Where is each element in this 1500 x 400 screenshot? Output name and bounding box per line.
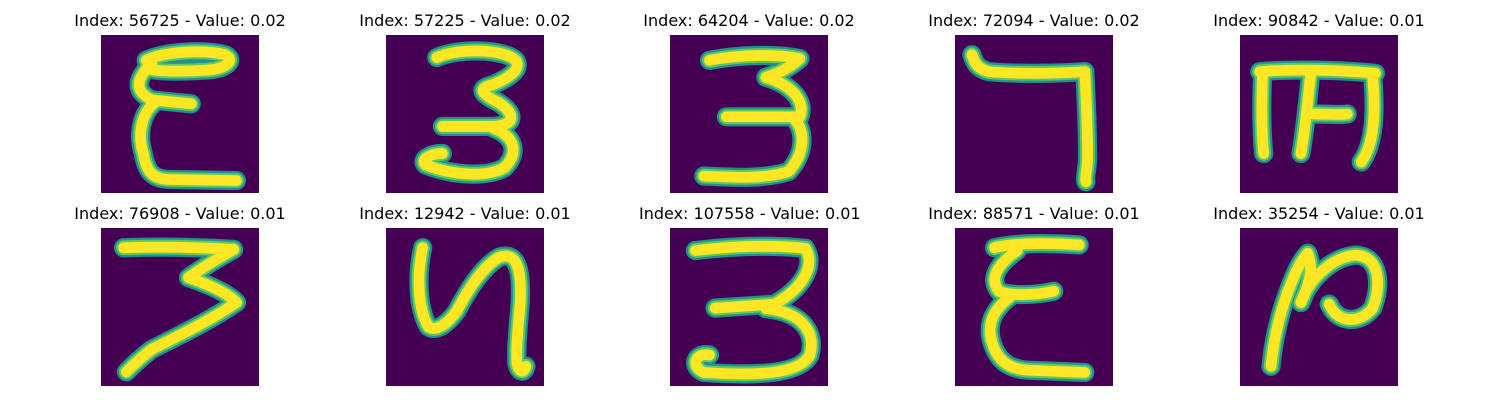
image-panel: Index: 90842 - Value: 0.01	[1209, 11, 1429, 191]
digit-stroke	[695, 246, 805, 250]
panel-title: Index: 76908 - Value: 0.01	[70, 204, 290, 224]
digit-image	[670, 35, 828, 193]
panel-title: Index: 72094 - Value: 0.02	[924, 11, 1144, 31]
digit-image	[1240, 35, 1398, 193]
digit-image	[101, 35, 259, 193]
image-panel: Index: 56725 - Value: 0.02	[70, 11, 290, 191]
digit-image	[670, 228, 828, 386]
digit-stroke	[1262, 75, 1264, 154]
digit-image	[386, 35, 544, 193]
panel-title: Index: 107558 - Value: 0.01	[639, 204, 859, 224]
image-panel: Index: 88571 - Value: 0.01	[924, 204, 1144, 384]
digit-image	[1240, 228, 1398, 386]
image-panel: Index: 35254 - Value: 0.01	[1209, 204, 1429, 384]
panel-title: Index: 56725 - Value: 0.02	[70, 11, 290, 31]
digit-stroke	[710, 55, 800, 60]
panel-title: Index: 57225 - Value: 0.02	[355, 11, 575, 31]
image-panel: Index: 72094 - Value: 0.02	[924, 11, 1144, 191]
digit-stroke	[1085, 72, 1088, 182]
panel-title: Index: 12942 - Value: 0.01	[355, 204, 575, 224]
digit-stroke	[1260, 70, 1376, 73]
digit-image	[101, 228, 259, 386]
panel-title: Index: 35254 - Value: 0.01	[1209, 204, 1429, 224]
digit-image	[955, 35, 1113, 193]
panel-title: Index: 90842 - Value: 0.01	[1209, 11, 1429, 31]
panel-title: Index: 88571 - Value: 0.01	[924, 204, 1144, 224]
image-panel: Index: 64204 - Value: 0.02	[639, 11, 859, 191]
digit-stroke	[1313, 114, 1347, 115]
panel-title: Index: 64204 - Value: 0.02	[639, 11, 859, 31]
digit-stroke	[124, 247, 234, 249]
digit-stroke	[995, 244, 1080, 248]
digit-image	[386, 228, 544, 386]
image-panel: Index: 107558 - Value: 0.01	[639, 204, 859, 384]
digit-image	[955, 228, 1113, 386]
image-panel: Index: 76908 - Value: 0.01	[70, 204, 290, 384]
image-panel: Index: 12942 - Value: 0.01	[355, 204, 575, 384]
image-panel: Index: 57225 - Value: 0.02	[355, 11, 575, 191]
